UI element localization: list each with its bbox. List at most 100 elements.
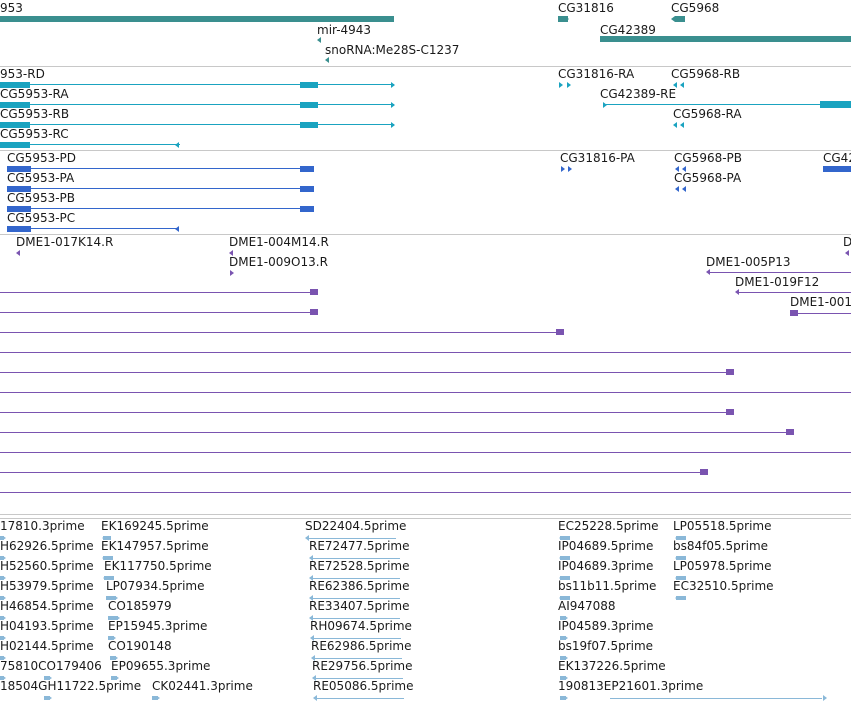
feature-label[interactable]: EC25228.5prime bbox=[558, 519, 659, 533]
est-block[interactable] bbox=[560, 616, 566, 620]
feature-label[interactable]: CG5953-RC bbox=[0, 127, 69, 141]
feature-label[interactable]: DME1-019F12 bbox=[735, 275, 820, 289]
feature-block[interactable] bbox=[0, 142, 30, 148]
est-block[interactable] bbox=[0, 596, 4, 600]
feature-label[interactable]: RE62386.5prime bbox=[309, 579, 410, 593]
feature-label[interactable]: CG5968-PB bbox=[674, 151, 743, 165]
feature-block[interactable] bbox=[300, 82, 318, 88]
feature-label[interactable]: CG42 bbox=[823, 151, 851, 165]
est-block[interactable] bbox=[560, 556, 570, 560]
feature-block[interactable] bbox=[7, 206, 31, 212]
feature-label[interactable]: CG5953-PA bbox=[7, 171, 75, 185]
feature-label[interactable]: AI947088 bbox=[558, 599, 616, 613]
feature-label[interactable]: CG31816-RA bbox=[558, 67, 635, 81]
feature-label[interactable]: CG5968 bbox=[671, 1, 720, 15]
feature-label[interactable]: CG5953-RB bbox=[0, 107, 70, 121]
feature-label[interactable]: CG5968-RB bbox=[671, 67, 741, 81]
feature-label[interactable]: H04193.5prime bbox=[0, 619, 94, 633]
feature-label[interactable]: 17810.3prime bbox=[0, 519, 85, 533]
est-block[interactable] bbox=[108, 616, 118, 620]
feature-label[interactable]: H46854.5prime bbox=[0, 599, 94, 613]
est-block[interactable] bbox=[560, 576, 570, 580]
feature-label[interactable]: LP07934.5prime bbox=[106, 579, 205, 593]
feature-label[interactable]: CG5953-PC bbox=[7, 211, 76, 225]
feature-label[interactable]: snoRNA:Me28S-C1237 bbox=[325, 43, 460, 57]
feature-label[interactable]: RH09674.5prime bbox=[310, 619, 412, 633]
est-block[interactable] bbox=[560, 676, 566, 680]
est-block[interactable] bbox=[0, 616, 4, 620]
feature-label[interactable]: DME1-009O13.R bbox=[229, 255, 328, 269]
est-block[interactable] bbox=[111, 676, 117, 680]
feature-label[interactable]: IP04689.3prime bbox=[558, 559, 654, 573]
feature-label[interactable]: EK117750.5prime bbox=[104, 559, 212, 573]
clone-end[interactable] bbox=[726, 409, 734, 415]
feature-label[interactable]: H53979.5prime bbox=[0, 579, 94, 593]
gene-block[interactable] bbox=[0, 16, 394, 22]
est-block[interactable] bbox=[44, 696, 50, 700]
est-block[interactable] bbox=[676, 556, 686, 560]
feature-label[interactable]: CG42389-RE bbox=[600, 87, 677, 101]
est-block[interactable] bbox=[44, 676, 50, 680]
est-block[interactable] bbox=[106, 596, 116, 600]
feature-block[interactable] bbox=[7, 166, 31, 172]
est-block[interactable] bbox=[0, 676, 4, 680]
feature-label[interactable]: DME1-001 bbox=[790, 295, 851, 309]
est-block[interactable] bbox=[676, 536, 686, 540]
feature-label[interactable]: LP05518.5prime bbox=[673, 519, 772, 533]
feature-label[interactable]: D bbox=[843, 235, 851, 249]
feature-label[interactable]: H62926.5prime bbox=[0, 539, 94, 553]
feature-label[interactable]: CG5953-RA bbox=[0, 87, 69, 101]
feature-label[interactable]: bs84f05.5prime bbox=[673, 539, 769, 553]
clone-end[interactable] bbox=[310, 289, 318, 295]
feature-label[interactable]: H02144.5prime bbox=[0, 639, 94, 653]
feature-label[interactable]: CG5968-PA bbox=[674, 171, 742, 185]
feature-block[interactable] bbox=[300, 186, 314, 192]
feature-label[interactable]: SD22404.5prime bbox=[305, 519, 407, 533]
est-block[interactable] bbox=[560, 636, 566, 640]
est-block[interactable] bbox=[560, 696, 566, 700]
feature-label[interactable]: EK147957.5prime bbox=[101, 539, 209, 553]
feature-block[interactable] bbox=[823, 166, 851, 172]
feature-label[interactable]: DME1-004M14.R bbox=[229, 235, 329, 249]
feature-label[interactable]: bs19f07.5prime bbox=[558, 639, 654, 653]
est-block[interactable] bbox=[676, 596, 686, 600]
feature-label[interactable]: CK02441.3prime bbox=[152, 679, 253, 693]
est-block[interactable] bbox=[0, 636, 4, 640]
feature-block[interactable] bbox=[0, 102, 30, 108]
feature-label[interactable]: H52560.5prime bbox=[0, 559, 94, 573]
feature-label[interactable]: RE05086.5prime bbox=[313, 679, 414, 693]
feature-block[interactable] bbox=[820, 101, 851, 108]
feature-label[interactable]: CO190148 bbox=[108, 639, 172, 653]
feature-label[interactable]: LP05978.5prime bbox=[673, 559, 772, 573]
feature-label[interactable]: 75810CO179406 bbox=[0, 659, 102, 673]
feature-label[interactable]: RE62986.5prime bbox=[311, 639, 412, 653]
feature-label[interactable]: CG31816-PA bbox=[560, 151, 635, 165]
feature-block[interactable] bbox=[790, 310, 798, 316]
est-block[interactable] bbox=[103, 556, 113, 560]
feature-label[interactable]: RE72477.5prime bbox=[309, 539, 410, 553]
feature-label[interactable]: CG42389 bbox=[600, 23, 656, 37]
feature-block[interactable] bbox=[300, 102, 318, 108]
est-block[interactable] bbox=[560, 536, 570, 540]
feature-block[interactable] bbox=[300, 206, 314, 212]
feature-block[interactable] bbox=[0, 82, 30, 88]
feature-label[interactable]: CG5953-PB bbox=[7, 191, 76, 205]
feature-label[interactable]: mir-4943 bbox=[317, 23, 372, 37]
feature-label[interactable]: EK137226.5prime bbox=[558, 659, 666, 673]
est-block[interactable] bbox=[560, 596, 570, 600]
feature-label[interactable]: EP15945.3prime bbox=[108, 619, 208, 633]
est-block[interactable] bbox=[0, 556, 4, 560]
feature-block[interactable] bbox=[300, 166, 314, 172]
feature-label[interactable]: RE72528.5prime bbox=[309, 559, 410, 573]
est-block[interactable] bbox=[560, 656, 566, 660]
feature-label[interactable]: CG5968-RA bbox=[673, 107, 742, 121]
feature-label[interactable]: RE33407.5prime bbox=[309, 599, 410, 613]
est-block[interactable] bbox=[152, 696, 158, 700]
feature-block[interactable] bbox=[7, 226, 31, 232]
gene-block[interactable] bbox=[675, 16, 685, 22]
est-block[interactable] bbox=[0, 656, 4, 660]
feature-label[interactable]: CG5953-PD bbox=[7, 151, 77, 165]
feature-label[interactable]: 953-RD bbox=[0, 67, 45, 81]
est-block[interactable] bbox=[108, 636, 114, 640]
est-block[interactable] bbox=[103, 536, 111, 540]
